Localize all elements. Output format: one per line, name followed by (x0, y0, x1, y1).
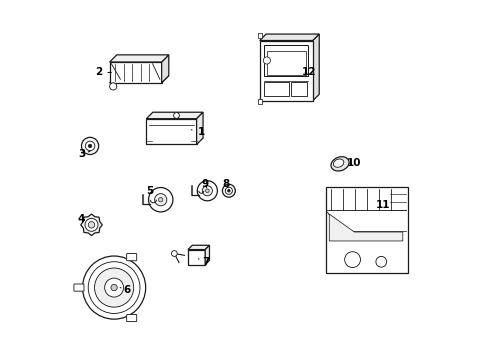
Polygon shape (110, 62, 162, 83)
Bar (267, 51, 306, 75)
Polygon shape (162, 55, 169, 83)
FancyBboxPatch shape (126, 253, 137, 261)
Circle shape (82, 256, 146, 319)
Circle shape (172, 251, 177, 256)
Circle shape (95, 268, 134, 307)
Text: 2: 2 (95, 67, 111, 77)
Text: 5: 5 (146, 186, 153, 196)
Circle shape (105, 278, 123, 297)
Circle shape (263, 57, 270, 64)
Bar (291, 82, 307, 96)
Bar (188, 249, 205, 265)
Circle shape (81, 137, 98, 154)
Bar (264, 82, 289, 96)
Circle shape (222, 184, 235, 197)
Circle shape (111, 284, 117, 291)
Polygon shape (260, 34, 319, 41)
Polygon shape (188, 245, 210, 249)
Ellipse shape (331, 157, 349, 171)
Circle shape (225, 187, 232, 194)
Polygon shape (110, 76, 169, 83)
Circle shape (85, 219, 98, 231)
Text: 8: 8 (223, 179, 230, 189)
Circle shape (155, 194, 167, 206)
Circle shape (197, 181, 218, 201)
Text: 3: 3 (78, 149, 90, 159)
Circle shape (88, 222, 95, 228)
Text: 12: 12 (302, 67, 317, 77)
Circle shape (85, 141, 95, 151)
Text: 11: 11 (376, 200, 391, 210)
Circle shape (148, 188, 173, 212)
Polygon shape (313, 34, 319, 101)
Text: 9: 9 (202, 179, 209, 189)
Polygon shape (329, 214, 403, 241)
Text: 6: 6 (120, 285, 131, 296)
Text: 7: 7 (198, 257, 209, 267)
Bar (258, 99, 262, 104)
Circle shape (202, 186, 212, 196)
Circle shape (110, 83, 117, 90)
Text: 4: 4 (78, 215, 85, 224)
Polygon shape (147, 112, 203, 119)
Bar (260, 41, 313, 101)
Circle shape (88, 262, 140, 314)
Circle shape (88, 144, 92, 148)
FancyBboxPatch shape (74, 284, 84, 291)
Polygon shape (81, 214, 102, 235)
Polygon shape (196, 112, 203, 144)
Bar (258, 33, 262, 39)
Bar (147, 119, 196, 144)
Text: 1: 1 (191, 127, 205, 136)
Circle shape (227, 189, 230, 192)
Bar (264, 45, 309, 76)
Text: 10: 10 (347, 158, 362, 168)
Ellipse shape (333, 159, 344, 167)
Polygon shape (110, 55, 169, 62)
Polygon shape (205, 245, 210, 265)
FancyBboxPatch shape (126, 314, 137, 321)
Bar (326, 187, 408, 273)
Circle shape (159, 198, 163, 202)
Circle shape (205, 189, 209, 193)
Circle shape (344, 252, 361, 267)
Circle shape (173, 113, 179, 118)
Circle shape (376, 256, 387, 267)
